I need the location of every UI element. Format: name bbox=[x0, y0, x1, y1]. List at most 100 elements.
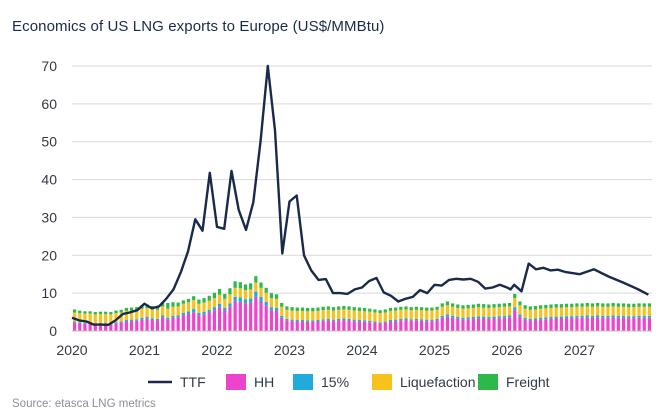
bar-freight bbox=[72, 309, 77, 313]
y-tick-label: 60 bbox=[41, 96, 57, 112]
bar-liquefaction bbox=[466, 308, 470, 318]
bar-15 bbox=[533, 318, 538, 321]
ttf-line-layer bbox=[71, 64, 649, 327]
x-tick-label: 2024 bbox=[346, 342, 377, 358]
bar-freight bbox=[451, 303, 455, 307]
bar-liquefaction bbox=[238, 288, 242, 298]
bar-15 bbox=[357, 320, 362, 322]
bar-hh bbox=[430, 321, 434, 331]
legend-label-15: 15% bbox=[321, 374, 349, 390]
bar-freight bbox=[461, 305, 465, 309]
bar-hh bbox=[425, 321, 429, 331]
bar-15 bbox=[590, 315, 595, 318]
bar-hh bbox=[264, 305, 268, 331]
bar-freight bbox=[93, 312, 97, 315]
bar-15 bbox=[523, 317, 527, 320]
bar-liquefaction bbox=[321, 310, 325, 320]
bar-freight bbox=[243, 284, 248, 291]
bar-liquefaction bbox=[342, 309, 346, 319]
bar-freight bbox=[135, 307, 139, 311]
bar-freight bbox=[471, 304, 475, 308]
bar-liquefaction bbox=[476, 307, 481, 317]
bar-15 bbox=[637, 315, 641, 318]
bar-hh bbox=[507, 317, 512, 331]
bar-liquefaction bbox=[399, 309, 403, 319]
bar-freight bbox=[176, 302, 180, 307]
bar-liquefaction bbox=[637, 306, 641, 316]
bar-15 bbox=[627, 316, 631, 319]
bar-15 bbox=[290, 319, 294, 322]
bar-liquefaction bbox=[425, 310, 429, 320]
bar-hh bbox=[197, 315, 201, 331]
bar-freight bbox=[539, 305, 543, 309]
bar-hh bbox=[456, 318, 460, 331]
bar-hh bbox=[217, 307, 222, 331]
bar-freight bbox=[192, 296, 196, 300]
bar-hh bbox=[300, 321, 305, 331]
bar-15 bbox=[166, 317, 170, 320]
bar-freight bbox=[637, 303, 641, 307]
bar-15 bbox=[243, 299, 248, 304]
bar-15 bbox=[233, 296, 237, 302]
legend-label-hh: HH bbox=[254, 374, 274, 390]
bar-15 bbox=[440, 315, 444, 318]
bar-15 bbox=[326, 318, 330, 321]
bar-15 bbox=[114, 322, 118, 324]
bar-freight bbox=[233, 281, 237, 288]
bar-freight bbox=[285, 306, 289, 310]
bar-freight bbox=[580, 303, 584, 307]
y-tick-label: 50 bbox=[41, 134, 57, 150]
bar-hh bbox=[539, 319, 543, 331]
bar-freight bbox=[430, 307, 434, 311]
bar-liquefaction bbox=[83, 313, 87, 323]
bar-freight bbox=[104, 311, 108, 314]
bar-15 bbox=[476, 316, 481, 319]
bar-freight bbox=[611, 302, 615, 307]
bar-freight bbox=[197, 299, 201, 304]
bar-15 bbox=[621, 315, 626, 318]
bar-15 bbox=[373, 321, 377, 323]
bar-15 bbox=[202, 311, 206, 315]
bar-hh bbox=[440, 317, 444, 331]
bar-hh bbox=[513, 310, 517, 331]
bar-freight bbox=[383, 309, 387, 313]
bar-hh bbox=[471, 318, 475, 331]
legend-swatch-hh bbox=[226, 374, 246, 390]
bar-15 bbox=[435, 318, 439, 321]
bar-freight bbox=[482, 304, 486, 308]
bar-hh bbox=[249, 302, 253, 331]
bar-15 bbox=[409, 319, 413, 321]
bar-liquefaction bbox=[430, 310, 434, 320]
bar-hh bbox=[611, 317, 615, 331]
bar-freight bbox=[124, 307, 128, 311]
legend-label-freight: Freight bbox=[506, 374, 550, 390]
bar-freight bbox=[88, 311, 92, 314]
bar-liquefaction bbox=[606, 306, 610, 316]
bar-freight bbox=[166, 302, 170, 309]
bar-hh bbox=[404, 320, 408, 331]
bar-hh bbox=[487, 318, 491, 331]
bar-freight bbox=[254, 276, 258, 283]
bar-15 bbox=[311, 320, 315, 322]
x-tick-label: 2021 bbox=[129, 342, 160, 358]
bar-liquefaction bbox=[388, 310, 393, 321]
bar-15 bbox=[212, 307, 217, 311]
bar-freight bbox=[585, 302, 589, 307]
bar-hh bbox=[150, 320, 154, 331]
bar-hh bbox=[78, 323, 82, 331]
bar-freight bbox=[559, 304, 563, 308]
bar-liquefaction bbox=[528, 309, 532, 319]
bar-hh bbox=[616, 317, 620, 331]
bar-liquefaction bbox=[331, 310, 336, 320]
bar-15 bbox=[549, 316, 553, 319]
bar-freight bbox=[378, 310, 382, 314]
x-tick-label: 2027 bbox=[564, 342, 595, 358]
y-tick-label: 30 bbox=[41, 209, 57, 225]
bar-freight bbox=[98, 311, 103, 314]
bar-liquefaction bbox=[98, 313, 103, 324]
bar-15 bbox=[601, 315, 605, 318]
bar-15 bbox=[388, 320, 393, 322]
bar-freight bbox=[399, 306, 403, 310]
bar-liquefaction bbox=[539, 308, 543, 318]
